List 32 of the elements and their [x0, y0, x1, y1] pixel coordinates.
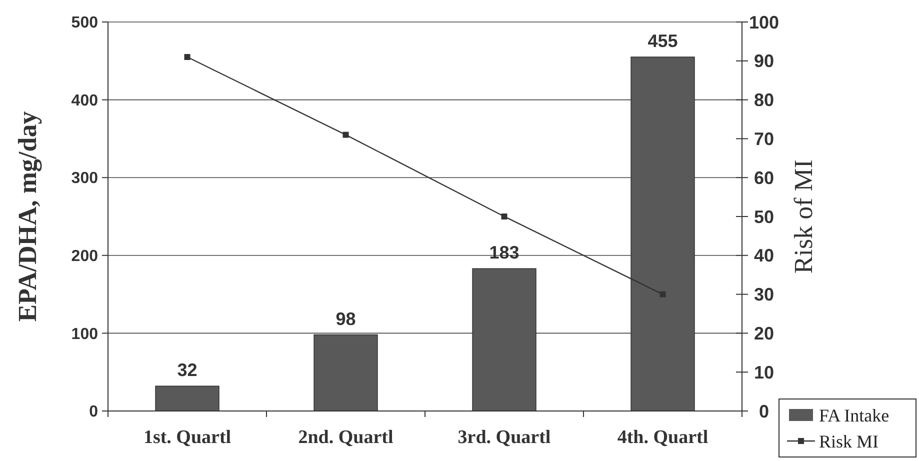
y-tick-label: 500	[71, 14, 98, 32]
y2-tick-label: 40	[754, 246, 774, 266]
point	[342, 132, 349, 138]
text: 32	[177, 360, 198, 380]
y2-tick-label: 80	[754, 90, 774, 110]
y2-tick-label: 0	[758, 401, 770, 422]
legend-label: FA Intake	[819, 405, 890, 426]
y-tick-label: 0	[89, 404, 98, 421]
x-tick-label: 3rd. Quartl	[458, 427, 551, 448]
y2-tick-label: 100	[748, 12, 780, 32]
y2-tick-label: 60	[754, 168, 774, 188]
legend-label: Risk MI	[819, 431, 879, 452]
y2-tick-label: 30	[754, 284, 774, 305]
y2-axis-title: Risk of MI	[789, 159, 818, 274]
y2-tick-label: 70	[754, 129, 774, 149]
y2-tick-label: 10	[754, 362, 774, 382]
point	[660, 291, 666, 298]
y-axis-title: EPA/DHA, mg/day	[13, 111, 42, 322]
x-tick-label: 1st. Quartl	[143, 427, 232, 448]
y2-tick-label: 50	[754, 206, 774, 227]
x-tick-label: 4th. Quartl	[617, 427, 708, 448]
y-tick-label: 100	[71, 326, 98, 343]
y2-tick-label: 20	[754, 324, 774, 344]
point	[501, 214, 508, 220]
point	[184, 54, 190, 60]
text: 98	[336, 308, 356, 329]
y-tick-label: 200	[71, 248, 98, 265]
y2-tick-label: 90	[754, 51, 774, 72]
x-tick-label: 2nd. Quartl	[298, 427, 394, 448]
text: 455	[648, 31, 678, 52]
y-tick-label: 400	[71, 92, 98, 110]
y-tick-label: 300	[71, 170, 98, 188]
